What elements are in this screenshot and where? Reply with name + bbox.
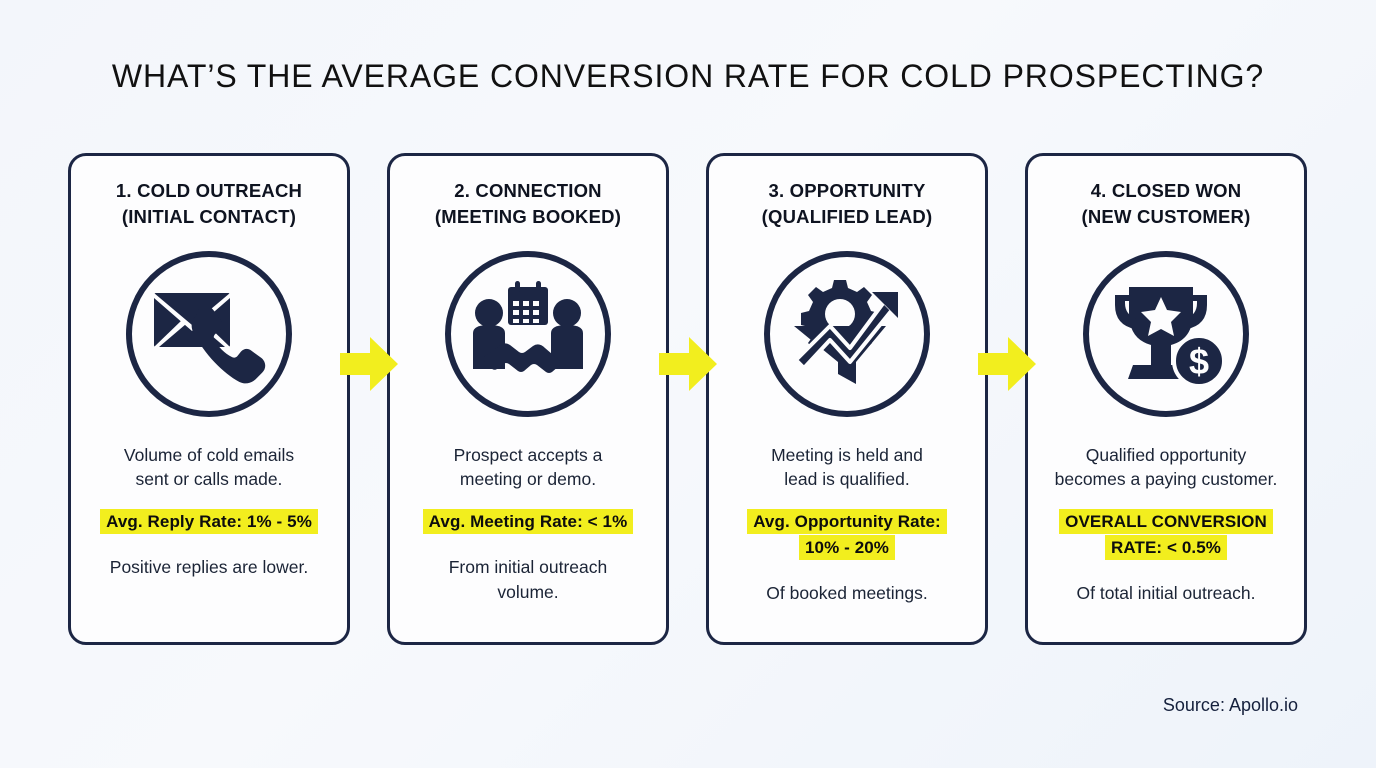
stat-line: Avg. Meeting Rate: < 1%	[422, 509, 634, 535]
stage-stat: Avg. Reply Rate: 1% - 5%	[100, 509, 318, 535]
stage-heading: 3. OPPORTUNITY (QUALIFIED LEAD)	[761, 180, 933, 228]
page-title: WHAT’S THE AVERAGE CONVERSION RATE FOR C…	[111, 58, 1265, 94]
svg-text:$: $	[1189, 341, 1209, 382]
arrow-gap-3	[978, 153, 1036, 645]
stage-heading: 2. CONNECTION (MEETING BOOKED)	[434, 180, 622, 228]
arrow-gap-1	[340, 153, 398, 645]
arrow-right-icon	[340, 337, 398, 391]
stage-description: Prospect accepts a meeting or demo.	[453, 444, 603, 490]
stage-card-closed-won: 4. CLOSED WON (NEW CUSTOMER) $ Qualified…	[1025, 153, 1307, 645]
stat-line: OVERALL CONVERSION	[1059, 509, 1273, 535]
trophy-dollar-icon: $	[1083, 250, 1249, 417]
stage-heading: 4. CLOSED WON (NEW CUSTOMER)	[1081, 180, 1251, 228]
stage-footnote: Of total initial outreach.	[1076, 583, 1256, 604]
gear-funnel-growth-icon	[764, 250, 930, 417]
stage-description: Volume of cold emails sent or calls made…	[123, 444, 295, 490]
arrow-right-icon	[978, 337, 1036, 391]
envelope-phone-icon	[126, 250, 292, 417]
stat-line: RATE: < 0.5%	[1104, 535, 1227, 561]
stat-line: Avg. Opportunity Rate:	[747, 509, 947, 535]
stage-stat: Avg. Meeting Rate: < 1%	[422, 509, 634, 535]
stage-card-connection: 2. CONNECTION (MEETING BOOKED)	[387, 153, 669, 645]
stage-heading: 1. COLD OUTREACH (INITIAL CONTACT)	[115, 180, 303, 228]
funnel-stages: 1. COLD OUTREACH (INITIAL CONTACT) Volum…	[68, 153, 1308, 645]
source-attribution: Source: Apollo.io	[1162, 695, 1298, 715]
arrow-right-icon	[659, 337, 717, 391]
stage-card-cold-outreach: 1. COLD OUTREACH (INITIAL CONTACT) Volum…	[68, 153, 350, 645]
stage-footnote: From initial outreach volume.	[448, 557, 608, 603]
stat-line: Avg. Reply Rate: 1% - 5%	[100, 509, 318, 535]
stage-footnote: Positive replies are lower.	[109, 557, 309, 578]
stage-stat: Avg. Opportunity Rate: 10% - 20%	[747, 509, 947, 561]
handshake-calendar-icon	[445, 250, 611, 417]
stage-stat: OVERALL CONVERSION RATE: < 0.5%	[1059, 509, 1273, 561]
stat-line: 10% - 20%	[798, 535, 896, 561]
stage-card-opportunity: 3. OPPORTUNITY (QUALIFIED LEAD) Meeting …	[706, 153, 988, 645]
stage-description: Qualified opportunity becomes a paying c…	[1054, 444, 1278, 490]
arrow-gap-2	[659, 153, 717, 645]
stage-footnote: Of booked meetings.	[766, 583, 928, 604]
stage-description: Meeting is held and lead is qualified.	[771, 444, 923, 490]
